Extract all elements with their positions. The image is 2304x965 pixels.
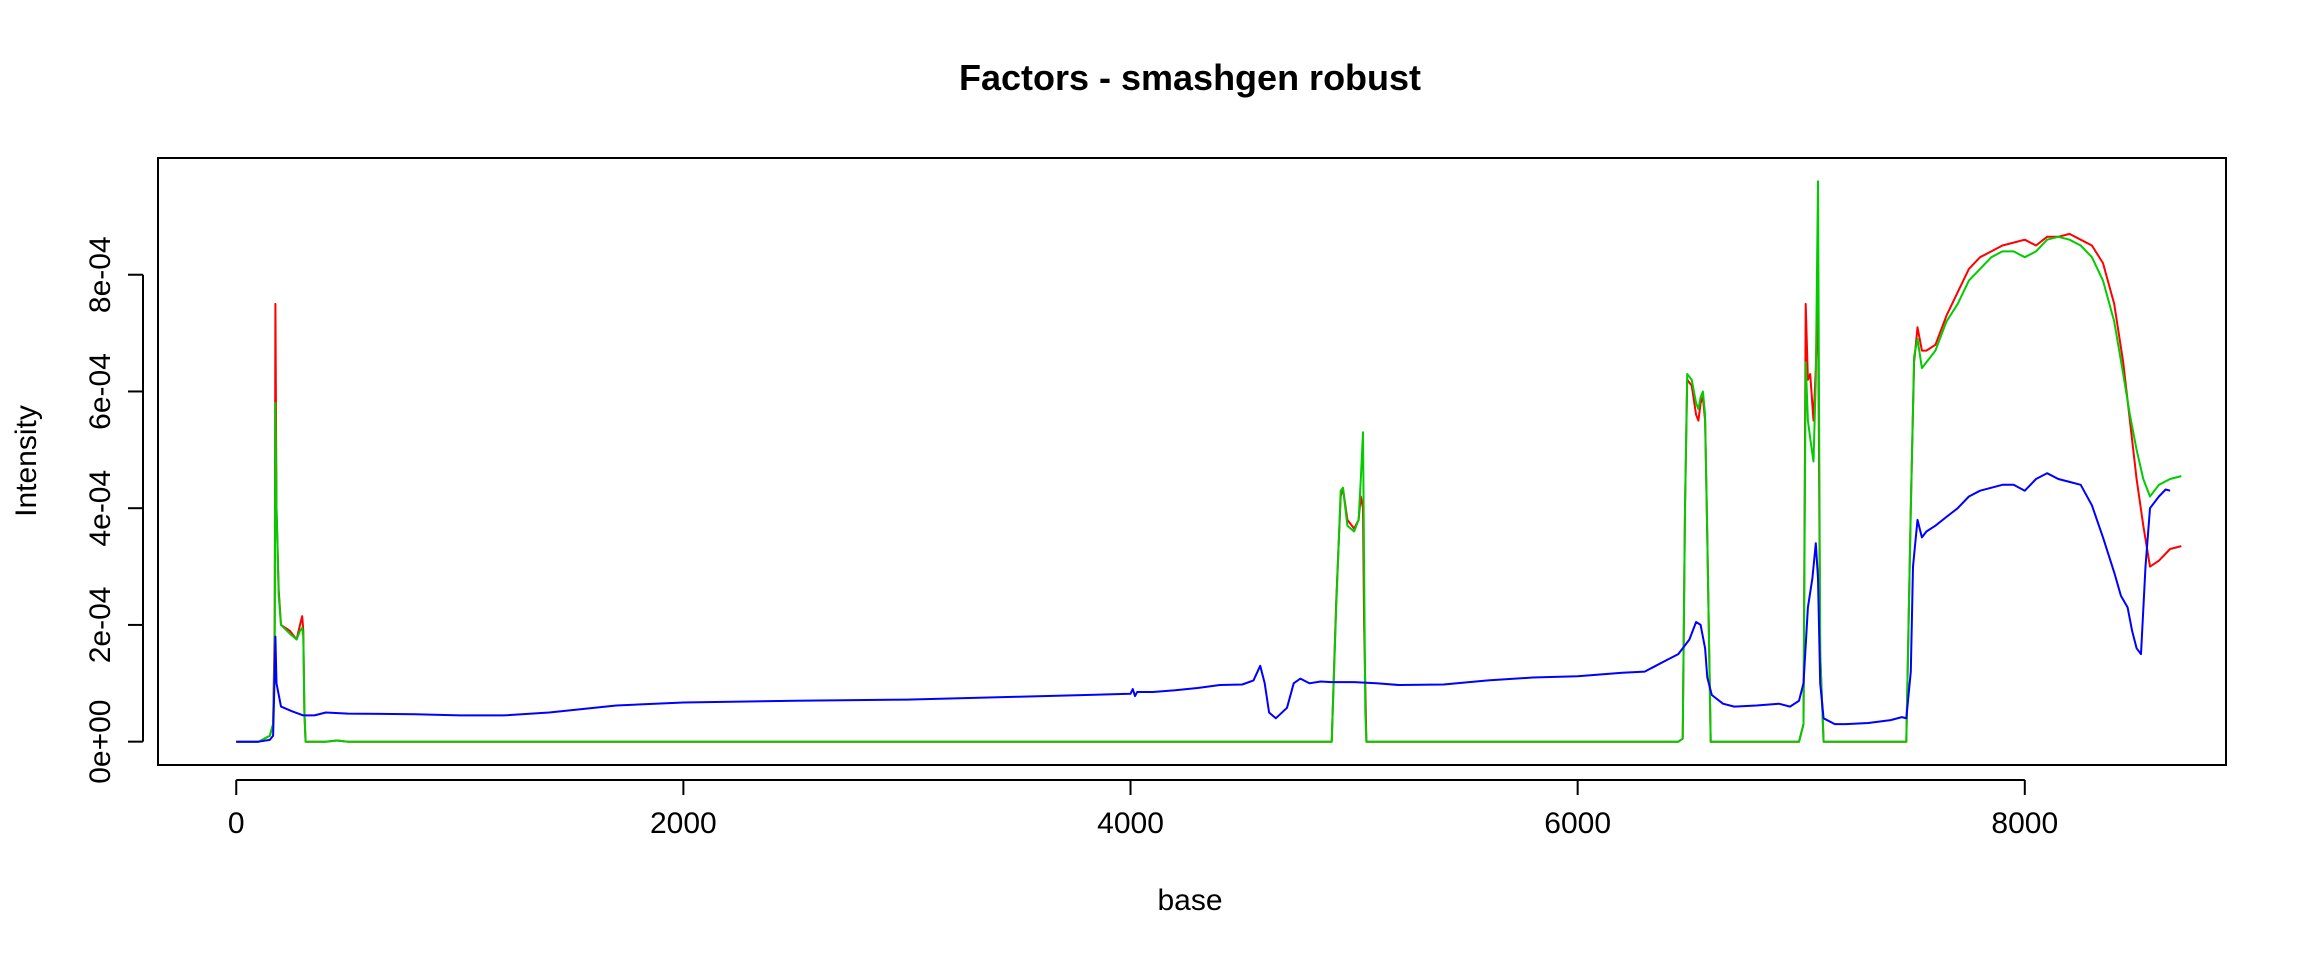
x-axis-label: base <box>1157 884 1222 917</box>
y-axis-label: Intensity <box>10 405 43 517</box>
y-tick-label: 8e-04 <box>84 236 117 313</box>
plot-frame <box>157 157 2227 766</box>
y-tick-label: 6e-04 <box>84 353 117 430</box>
y-tick-label: 0e+00 <box>84 700 117 784</box>
y-tick-label: 4e-04 <box>84 470 117 547</box>
x-tick-label: 6000 <box>1544 807 1611 840</box>
y-axis: 0e+00 2e-04 4e-04 6e-04 8e-04 <box>84 236 144 784</box>
x-axis: 0 2000 4000 6000 8000 <box>228 779 2058 840</box>
x-tick-label: 2000 <box>650 807 717 840</box>
x-tick-label: 0 <box>228 807 245 840</box>
series-line-3 <box>236 472 2171 743</box>
series-layer <box>236 180 2182 743</box>
chart-title: Factors - smashgen robust <box>959 57 1421 98</box>
x-tick-label: 8000 <box>1991 807 2058 840</box>
x-tick-label: 4000 <box>1097 807 1164 840</box>
series-line-2 <box>236 180 2182 743</box>
y-tick-label: 2e-04 <box>84 587 117 664</box>
